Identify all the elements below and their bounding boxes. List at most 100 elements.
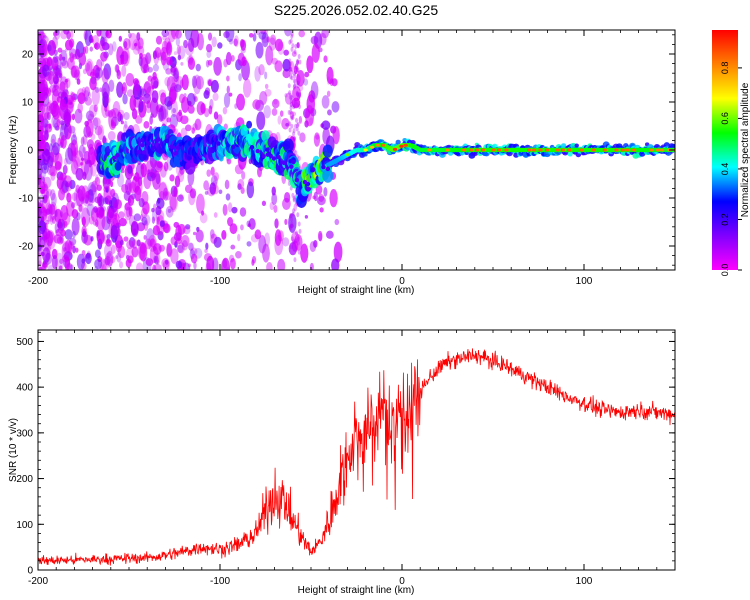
spectrogram-noise-blob (73, 156, 81, 170)
spectrogram-noise-blob (64, 257, 71, 270)
spectrogram-noise-blob (164, 76, 171, 87)
spectrogram-noise-blob (84, 96, 93, 106)
spectrogram-noise-blob (332, 126, 340, 145)
spectrogram-noise-blob (110, 121, 117, 129)
spectrogram-noise-blob (190, 247, 198, 256)
spectrogram-ridge-peak (310, 168, 315, 173)
spectrogram-noise-blob (290, 101, 294, 107)
spectrogram-ridge-peak (150, 145, 156, 151)
spectrogram-band-blob (246, 120, 253, 129)
spectrogram-ridge-peak (111, 155, 117, 160)
spectrogram-noise-blob (294, 123, 298, 129)
spectrogram-x-tick-label: 0 (399, 276, 405, 287)
snr-x-tick-label: -200 (28, 576, 48, 587)
spectrogram-band-blob (492, 143, 498, 149)
spectrogram-noise-blob (38, 42, 47, 55)
spectrogram-noise-blob (288, 67, 292, 73)
spectrogram-noise-blob (331, 78, 338, 87)
spectrogram-noise-blob (94, 86, 100, 93)
spectrogram-noise-blob (96, 30, 102, 37)
spectrogram-ridge-peak (249, 144, 255, 150)
spectrogram-noise-blob (49, 216, 54, 225)
spectrogram-noise-blob (289, 66, 293, 72)
spectrogram-noise-blob (143, 234, 147, 240)
spectrogram-noise-blob (190, 253, 198, 264)
spectrogram-noise-blob (209, 182, 217, 195)
spectrogram-noise-blob (254, 66, 261, 82)
spectrogram-noise-blob (118, 211, 125, 219)
spectrogram-noise-blob (288, 213, 292, 219)
spectrogram-noise-blob (84, 62, 91, 72)
spectrogram-noise-blob (101, 137, 108, 145)
spectrogram-noise-blob (103, 63, 112, 80)
spectrogram-noise-blob (43, 123, 49, 135)
spectrogram-noise-blob (38, 175, 42, 184)
spectrogram-noise-blob (51, 84, 61, 97)
spectrogram-noise-blob (38, 175, 46, 195)
spectrogram-noise-blob (75, 167, 84, 181)
spectrogram-noise-blob (241, 170, 246, 180)
spectrogram-noise-blob (93, 104, 98, 113)
spectrogram-noise-blob (273, 204, 278, 213)
spectrogram-noise-blob (48, 70, 55, 85)
spectrogram-noise-blob (298, 85, 304, 91)
spectrogram-noise-blob (293, 103, 297, 109)
spectrogram-noise-blob (251, 259, 255, 266)
spectrogram-noise-blob (294, 238, 298, 244)
spectrogram-noise-blob (90, 236, 94, 242)
spectrogram-noise-blob (248, 32, 254, 38)
spectrogram-noise-blob (66, 30, 71, 40)
spectrogram-noise-blob (173, 51, 178, 55)
spectrogram-noise-blob (296, 240, 300, 246)
spectrogram-noise-blob (94, 67, 103, 79)
spectrogram-noise-blob (43, 112, 50, 120)
spectrogram-noise-blob (97, 124, 104, 141)
spectrogram-noise-blob (179, 93, 185, 104)
spectrogram-noise-blob (282, 68, 291, 79)
spectrogram-noise-blob (231, 206, 238, 214)
spectrogram-noise-blob (254, 229, 262, 240)
spectrogram-noise-blob (169, 174, 175, 182)
spectrogram-noise-blob (292, 197, 296, 203)
spectrogram-noise-blob (153, 203, 157, 211)
spectrogram-y-tick-label: 20 (22, 50, 34, 61)
spectrogram-noise-blob (188, 189, 196, 206)
spectrogram-noise-blob (213, 184, 219, 195)
spectrogram-noise-blob (323, 187, 328, 197)
spectrogram-noise-blob (41, 176, 46, 184)
spectrogram-noise-blob (226, 85, 230, 94)
spectrogram-noise-blob (108, 199, 113, 208)
spectrogram-noise-blob (51, 192, 57, 208)
spectrogram-noise-blob (123, 190, 131, 202)
spectrogram-noise-blob (96, 184, 102, 191)
spectrogram-noise-blob (122, 38, 131, 50)
spectrogram-noise-blob (96, 230, 101, 237)
spectrogram-noise-blob (303, 78, 309, 86)
spectrogram-noise-blob (42, 194, 48, 204)
spectrogram-ridge-peak (480, 148, 486, 152)
spectrogram-noise-blob (137, 176, 143, 187)
spectrogram-noise-blob (213, 212, 218, 218)
spectrogram-noise-blob (321, 30, 329, 39)
spectrogram-noise-blob (102, 197, 109, 205)
spectrogram-noise-blob (65, 200, 75, 217)
spectrogram-noise-blob (42, 148, 51, 162)
spectrogram-noise-blob (295, 74, 301, 85)
spectrogram-ridge-peak (169, 144, 174, 150)
spectrogram-noise-blob (296, 83, 300, 89)
spectrogram-noise-blob (185, 124, 192, 132)
spectrogram-noise-blob (74, 247, 79, 253)
spectrogram-noise-blob (152, 170, 161, 190)
spectrogram-noise-blob (167, 30, 176, 43)
spectrogram-noise-blob (290, 221, 294, 227)
spectrogram-noise-blob (151, 216, 156, 224)
spectrogram-noise-blob (271, 192, 278, 206)
spectrogram-noise-blob (298, 59, 302, 65)
spectrogram-noise-blob (133, 43, 138, 47)
spectrogram-x-tick-label: 100 (576, 276, 593, 287)
spectrogram-noise-blob (56, 236, 64, 245)
spectrogram-noise-blob (258, 31, 267, 40)
spectrogram-noise-blob (292, 70, 296, 76)
spectrogram-ridge-peak (363, 148, 368, 152)
